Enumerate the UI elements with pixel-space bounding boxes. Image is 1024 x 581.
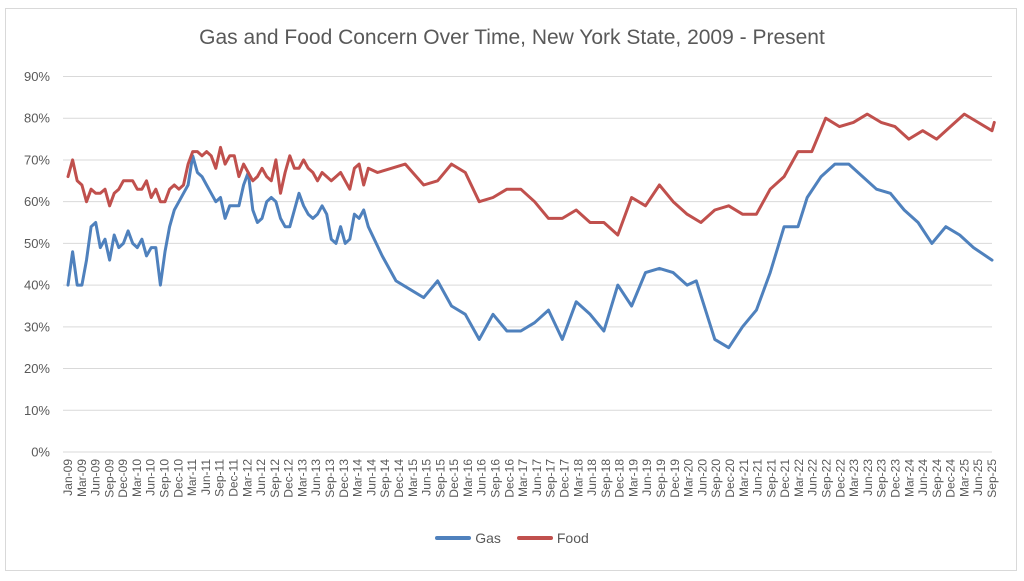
x-tick-label: Sep-09 xyxy=(102,459,116,498)
legend-swatch-food xyxy=(516,536,553,540)
x-tick-label: Dec-16 xyxy=(502,459,516,498)
x-tick-label: Jun-13 xyxy=(309,459,323,496)
x-tick-label: Jun-24 xyxy=(916,459,930,496)
x-tick-label: Sep-19 xyxy=(654,459,668,498)
x-tick-label: Dec-19 xyxy=(668,459,682,498)
x-tick-label: Jun-19 xyxy=(640,459,654,496)
x-tick-label: Jun-12 xyxy=(254,459,268,496)
legend-label-food: Food xyxy=(556,530,589,546)
legend-swatch-gas xyxy=(435,536,472,540)
x-tick-label: Jun-25 xyxy=(971,459,985,496)
x-tick-label: Mar-17 xyxy=(516,459,530,497)
x-tick-label: Mar-22 xyxy=(792,459,806,497)
y-tick-label: 90% xyxy=(24,69,50,84)
x-tick-label: Dec-09 xyxy=(116,459,130,498)
chart-frame xyxy=(5,8,1017,571)
x-tick-label: Mar-11 xyxy=(185,459,199,496)
x-tick-label: Sep-10 xyxy=(158,459,172,498)
x-tick-label: Jun-23 xyxy=(861,459,875,496)
x-tick-label: Dec-10 xyxy=(171,459,185,498)
y-tick-label: 60% xyxy=(24,194,50,209)
x-tick-label: Jun-09 xyxy=(89,459,103,496)
x-tick-label: Sep-24 xyxy=(930,459,944,498)
chart-title: Gas and Food Concern Over Time, New York… xyxy=(199,26,825,49)
x-tick-label: Jun-15 xyxy=(420,459,434,496)
legend-item-food: Food xyxy=(516,530,589,546)
x-tick-label: Dec-24 xyxy=(944,459,958,498)
series-line-food xyxy=(66,112,996,237)
x-tick-label: Dec-15 xyxy=(447,459,461,498)
y-tick-label: 40% xyxy=(24,278,50,293)
x-tick-label: Jun-10 xyxy=(144,459,158,496)
x-tick-label: Sep-20 xyxy=(709,459,723,498)
x-tick-label: Sep-18 xyxy=(599,459,613,498)
x-tick-label: Sep-21 xyxy=(764,459,778,498)
x-tick-label: Mar-14 xyxy=(351,459,365,497)
y-tick-label: 0% xyxy=(31,445,50,460)
x-tick-label: Sep-13 xyxy=(323,459,337,498)
y-tick-label: 10% xyxy=(24,403,50,418)
y-tick-label: 70% xyxy=(24,152,50,167)
x-tick-label: Jun-20 xyxy=(695,459,709,496)
x-tick-label: Mar-19 xyxy=(626,459,640,497)
y-axis-ticks: 0% 10% 20% 30% 40% 50% 60% 70% 80% 90% xyxy=(24,69,50,460)
x-tick-label: Mar-25 xyxy=(957,459,971,497)
x-tick-label: Dec-20 xyxy=(723,459,737,498)
x-tick-label: Dec-17 xyxy=(557,459,571,498)
series-line-gas xyxy=(66,154,994,350)
x-tick-label: Mar-15 xyxy=(406,459,420,497)
x-tick-label: Dec-11 xyxy=(226,459,240,497)
x-tick-label: Mar-09 xyxy=(75,459,89,497)
x-tick-label: Mar-16 xyxy=(461,459,475,497)
x-axis-ticks: Jan-09 Mar-09 Jun-09 Sep-09 Dec-09 Mar-10 Jun-… xyxy=(61,459,999,498)
gridlines xyxy=(63,76,992,453)
x-tick-label: Mar-23 xyxy=(847,459,861,497)
x-tick-label: Jun-11 xyxy=(199,459,213,495)
x-tick-label: Dec-18 xyxy=(613,459,627,498)
y-tick-label: 20% xyxy=(24,361,50,376)
x-tick-label: Sep-17 xyxy=(544,459,558,498)
legend: Gas Food xyxy=(0,530,1024,546)
x-tick-label: Jun-22 xyxy=(806,459,820,496)
x-tick-label: Sep-12 xyxy=(268,459,282,498)
legend-label-gas: Gas xyxy=(475,530,501,546)
x-tick-label: Mar-13 xyxy=(295,459,309,497)
x-tick-label: Sep-23 xyxy=(875,459,889,498)
x-tick-label: Dec-14 xyxy=(392,459,406,498)
x-tick-label: Jun-17 xyxy=(530,459,544,496)
x-tick-label: Jun-16 xyxy=(475,459,489,496)
x-tick-label: Dec-23 xyxy=(888,459,902,498)
x-tick-label: Mar-10 xyxy=(130,459,144,497)
x-tick-label: Mar-12 xyxy=(240,459,254,497)
x-tick-label: Dec-12 xyxy=(282,459,296,498)
x-tick-label: Mar-24 xyxy=(902,459,916,497)
legend-item-gas: Gas xyxy=(435,530,501,546)
x-tick-label: Sep-16 xyxy=(489,459,503,498)
x-tick-label: Sep-22 xyxy=(820,459,834,498)
x-tick-label: Dec-13 xyxy=(337,459,351,498)
x-tick-label: Sep-25 xyxy=(985,459,999,498)
x-tick-label: Dec-22 xyxy=(833,459,847,498)
x-tick-label: Jan-09 xyxy=(61,459,75,496)
x-tick-label: Mar-20 xyxy=(682,459,696,497)
y-tick-label: 30% xyxy=(24,319,50,334)
x-tick-label: Jun-14 xyxy=(364,459,378,496)
series-lines xyxy=(66,112,996,350)
x-tick-label: Sep-11 xyxy=(213,459,227,497)
x-tick-label: Mar-18 xyxy=(571,459,585,497)
y-tick-label: 50% xyxy=(24,236,50,251)
x-tick-label: Jun-18 xyxy=(585,459,599,496)
x-tick-label: Dec-21 xyxy=(778,459,792,498)
x-tick-label: Sep-14 xyxy=(378,459,392,498)
y-tick-label: 80% xyxy=(24,111,50,126)
x-tick-label: Mar-21 xyxy=(737,459,751,497)
x-tick-label: Jun-21 xyxy=(751,459,765,496)
x-tick-label: Sep-15 xyxy=(433,459,447,498)
